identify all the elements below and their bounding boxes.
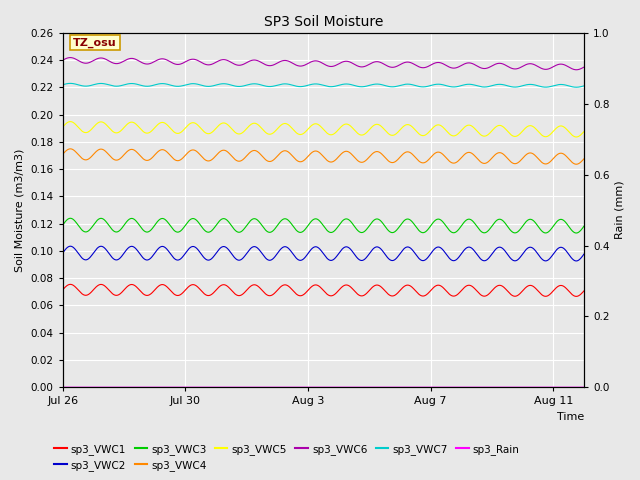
sp3_Rain [565, 384, 573, 390]
sp3_VWC7 [565, 83, 573, 89]
sp3_VWC3 [470, 219, 477, 225]
sp3_VWC7 [67, 81, 74, 86]
sp3_VWC2 [86, 255, 93, 261]
sp3_VWC5 [573, 134, 580, 140]
sp3_VWC6 [67, 55, 74, 60]
sp3_VWC7 [299, 84, 307, 89]
sp3_VWC5 [299, 131, 307, 137]
sp3_VWC3 [86, 227, 93, 233]
sp3_VWC1 [86, 291, 93, 297]
sp3_VWC7 [580, 83, 588, 89]
sp3_VWC7 [470, 82, 477, 88]
Line: sp3_VWC5: sp3_VWC5 [63, 121, 584, 137]
sp3_Rain [298, 384, 306, 390]
sp3_Rain [86, 384, 93, 390]
sp3_VWC5 [86, 128, 93, 134]
sp3_VWC5 [67, 119, 74, 124]
Text: TZ_osu: TZ_osu [73, 37, 116, 48]
sp3_VWC5 [565, 129, 573, 134]
sp3_VWC2 [470, 247, 477, 252]
sp3_VWC1 [312, 282, 320, 288]
Line: sp3_VWC6: sp3_VWC6 [63, 58, 584, 70]
sp3_VWC4 [67, 146, 74, 152]
sp3_VWC6 [312, 58, 320, 64]
sp3_VWC2 [580, 252, 588, 257]
Title: SP3 Soil Moisture: SP3 Soil Moisture [264, 15, 383, 29]
sp3_VWC5 [312, 121, 320, 127]
sp3_Rain [312, 384, 320, 390]
sp3_VWC3 [580, 223, 588, 229]
sp3_Rain [469, 384, 477, 390]
sp3_VWC6 [470, 61, 477, 67]
sp3_VWC3 [59, 222, 67, 228]
sp3_VWC4 [59, 151, 67, 157]
Legend: sp3_VWC1, sp3_VWC2, sp3_VWC3, sp3_VWC4, sp3_VWC5, sp3_VWC6, sp3_VWC7, sp3_Rain: sp3_VWC1, sp3_VWC2, sp3_VWC3, sp3_VWC4, … [50, 439, 524, 475]
sp3_VWC4 [573, 161, 580, 167]
sp3_VWC5 [580, 129, 588, 134]
sp3_VWC3 [312, 216, 320, 222]
sp3_VWC3 [565, 224, 573, 230]
sp3_Rain [580, 384, 588, 390]
sp3_VWC3 [299, 229, 307, 235]
Line: sp3_VWC1: sp3_VWC1 [63, 284, 584, 296]
sp3_VWC3 [565, 224, 573, 229]
sp3_VWC1 [59, 287, 67, 293]
sp3_VWC6 [573, 67, 580, 72]
sp3_VWC4 [580, 156, 588, 162]
Line: sp3_VWC2: sp3_VWC2 [63, 246, 584, 261]
sp3_VWC5 [470, 124, 477, 130]
sp3_VWC4 [565, 156, 573, 162]
sp3_VWC7 [573, 84, 580, 90]
sp3_VWC2 [67, 243, 74, 249]
sp3_VWC6 [299, 63, 307, 69]
sp3_VWC6 [86, 60, 93, 65]
X-axis label: Time: Time [557, 412, 584, 422]
sp3_VWC1 [470, 285, 477, 290]
sp3_Rain [564, 384, 572, 390]
Line: sp3_VWC7: sp3_VWC7 [63, 84, 584, 87]
sp3_VWC2 [299, 257, 307, 263]
sp3_VWC2 [312, 244, 320, 250]
sp3_VWC4 [565, 156, 573, 162]
sp3_Rain [59, 384, 67, 390]
sp3_VWC7 [565, 83, 573, 89]
sp3_VWC3 [67, 216, 74, 221]
Y-axis label: Rain (mm): Rain (mm) [615, 181, 625, 240]
sp3_VWC2 [573, 258, 580, 264]
sp3_VWC6 [580, 64, 588, 70]
sp3_VWC1 [565, 288, 573, 294]
Y-axis label: Soil Moisture (m3/m3): Soil Moisture (m3/m3) [15, 148, 25, 272]
sp3_VWC6 [565, 64, 573, 70]
sp3_VWC7 [312, 81, 320, 87]
sp3_VWC1 [565, 288, 573, 294]
sp3_VWC7 [86, 83, 93, 89]
sp3_VWC1 [580, 288, 588, 294]
sp3_VWC5 [59, 124, 67, 130]
sp3_VWC6 [565, 64, 573, 70]
sp3_VWC3 [573, 230, 580, 236]
sp3_VWC4 [470, 152, 477, 157]
sp3_VWC4 [299, 158, 307, 164]
Line: sp3_VWC3: sp3_VWC3 [63, 218, 584, 233]
Line: sp3_VWC4: sp3_VWC4 [63, 149, 584, 164]
sp3_VWC1 [573, 293, 580, 299]
sp3_VWC5 [565, 129, 573, 135]
sp3_VWC2 [59, 250, 67, 256]
sp3_VWC4 [86, 156, 93, 161]
sp3_VWC4 [312, 148, 320, 154]
sp3_VWC1 [67, 281, 74, 287]
sp3_VWC2 [565, 252, 573, 258]
sp3_VWC2 [565, 252, 573, 257]
sp3_VWC1 [299, 292, 307, 298]
sp3_VWC6 [59, 57, 67, 63]
sp3_VWC7 [59, 82, 67, 88]
